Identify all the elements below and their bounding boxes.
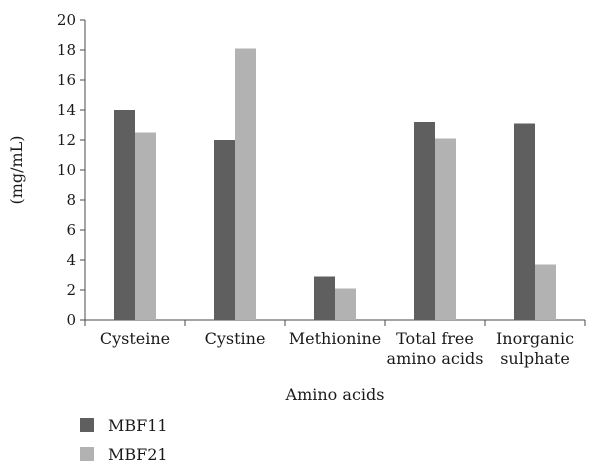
x-axis-title: Amino acids	[285, 385, 385, 404]
y-tick-label: 6	[66, 221, 76, 239]
y-axis-title: (mg/mL)	[7, 135, 26, 204]
y-tick-label: 18	[57, 41, 76, 59]
bars	[114, 48, 556, 320]
x-category-label: Cysteine	[100, 329, 170, 348]
bar-mbf21-2	[335, 288, 356, 320]
legend-label-mbf11: MBF11	[108, 416, 168, 435]
x-category-label: Methionine	[289, 329, 382, 348]
bar-mbf11-2	[314, 276, 335, 320]
x-axis: Cysteine Cystine Methionine Total free amino…	[84, 319, 586, 368]
bar-mbf11-0	[114, 110, 135, 320]
legend: MBF11 MBF21	[80, 416, 168, 464]
bar-mbf21-3	[435, 138, 456, 320]
y-tick-label: 10	[57, 161, 76, 179]
bar-mbf21-1	[235, 48, 256, 320]
bar-mbf11-1	[214, 140, 235, 320]
y-axis: 0 2 4 6 8 10 12 14 16 18 20	[57, 11, 86, 329]
y-tick-label: 16	[57, 71, 76, 89]
y-tick-label: 2	[66, 281, 76, 299]
legend-swatch-mbf21	[80, 447, 94, 461]
x-category-label: Inorganic sulphate	[496, 329, 574, 368]
y-tick-label: 12	[57, 131, 76, 149]
legend-label-mbf21: MBF21	[108, 445, 168, 464]
y-tick-label: 8	[66, 191, 76, 209]
y-tick-label: 4	[66, 251, 76, 269]
bar-mbf21-0	[135, 132, 156, 320]
bar-mbf21-4	[535, 264, 556, 320]
y-tick-label: 0	[66, 311, 76, 329]
bar-mbf11-4	[514, 123, 535, 320]
legend-swatch-mbf11	[80, 418, 94, 432]
bar-mbf11-3	[414, 122, 435, 320]
x-category-label: Cystine	[205, 329, 266, 348]
x-category-label: Total free amino acids	[387, 329, 484, 368]
y-tick-label: 14	[57, 101, 76, 119]
y-tick-label: 20	[57, 11, 76, 29]
